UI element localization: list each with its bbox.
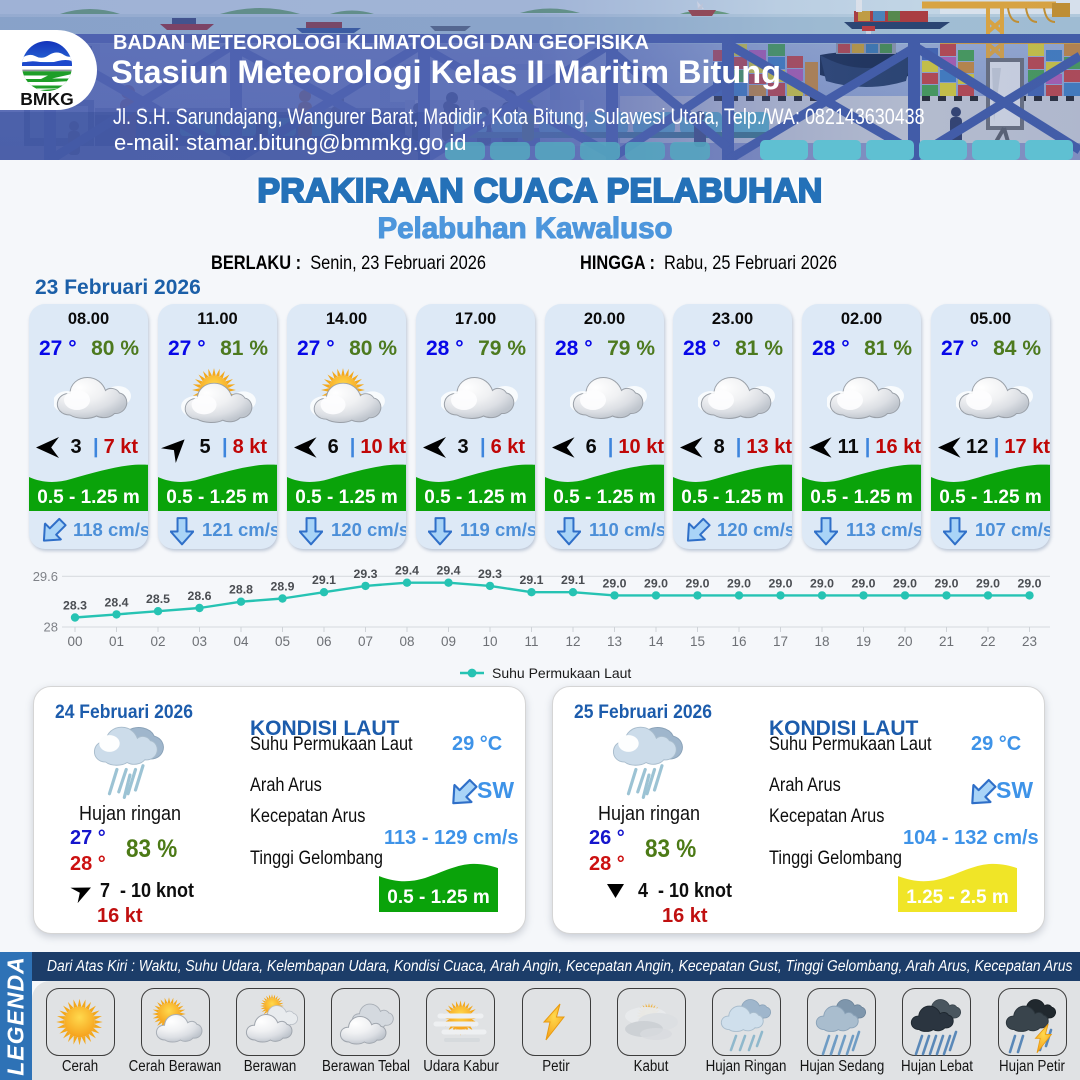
svg-text:22: 22 [980, 634, 995, 649]
svg-text:21: 21 [939, 634, 954, 649]
svg-text:17: 17 [773, 634, 788, 649]
svg-text:28.9: 28.9 [271, 580, 295, 594]
svg-text:28.8: 28.8 [229, 583, 253, 597]
svg-text:29.1: 29.1 [520, 573, 544, 587]
svg-text:29.0: 29.0 [644, 576, 668, 590]
svg-text:29.3: 29.3 [354, 567, 378, 581]
svg-text:28.3: 28.3 [63, 599, 87, 613]
svg-text:29.6: 29.6 [33, 569, 58, 584]
svg-text:28: 28 [44, 620, 58, 635]
svg-text:11: 11 [524, 634, 538, 649]
svg-text:07: 07 [358, 634, 373, 649]
svg-text:09: 09 [441, 634, 456, 649]
svg-text:BMKG: BMKG [20, 89, 73, 109]
svg-text:16: 16 [731, 634, 746, 649]
svg-text:29.4: 29.4 [437, 564, 461, 578]
svg-text:14: 14 [648, 634, 664, 649]
svg-text:29.0: 29.0 [1018, 576, 1042, 590]
svg-text:29.0: 29.0 [893, 576, 917, 590]
svg-text:03: 03 [192, 634, 207, 649]
svg-text:12: 12 [565, 634, 580, 649]
svg-text:18: 18 [814, 634, 829, 649]
svg-text:28.4: 28.4 [105, 595, 129, 609]
svg-text:00: 00 [67, 634, 82, 649]
svg-text:28.6: 28.6 [188, 589, 212, 603]
svg-text:29.0: 29.0 [769, 576, 793, 590]
svg-text:Suhu Permukaan Laut: Suhu Permukaan Laut [492, 665, 631, 681]
svg-text:29.0: 29.0 [686, 576, 710, 590]
svg-text:10: 10 [482, 634, 497, 649]
svg-text:19: 19 [856, 634, 871, 649]
svg-text:29.1: 29.1 [312, 573, 336, 587]
svg-text:05: 05 [275, 634, 290, 649]
svg-text:29.0: 29.0 [603, 576, 627, 590]
svg-text:06: 06 [316, 634, 331, 649]
svg-text:13: 13 [607, 634, 622, 649]
svg-text:29.4: 29.4 [395, 564, 419, 578]
svg-text:29.0: 29.0 [852, 576, 876, 590]
svg-text:20: 20 [897, 634, 912, 649]
svg-text:01: 01 [109, 634, 124, 649]
svg-text:02: 02 [150, 634, 165, 649]
svg-text:29.0: 29.0 [935, 576, 959, 590]
svg-text:29.1: 29.1 [561, 573, 585, 587]
svg-text:08: 08 [399, 634, 414, 649]
svg-text:28.5: 28.5 [146, 592, 170, 606]
svg-text:29.0: 29.0 [810, 576, 834, 590]
svg-text:23: 23 [1022, 634, 1037, 649]
svg-text:04: 04 [233, 634, 249, 649]
svg-text:15: 15 [690, 634, 705, 649]
svg-text:29.0: 29.0 [727, 576, 751, 590]
svg-text:29.0: 29.0 [976, 576, 1000, 590]
svg-text:29.3: 29.3 [478, 567, 502, 581]
